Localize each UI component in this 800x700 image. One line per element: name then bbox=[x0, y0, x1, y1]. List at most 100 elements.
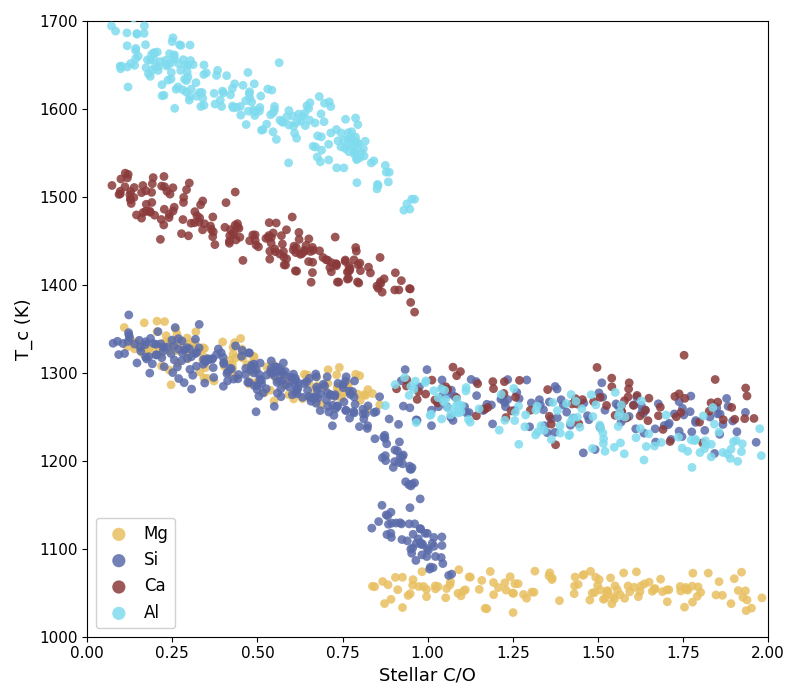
Si bbox=[278, 369, 290, 380]
Si bbox=[331, 378, 344, 389]
Si bbox=[551, 412, 564, 423]
Si bbox=[290, 388, 303, 399]
Si bbox=[157, 342, 170, 353]
Mg bbox=[691, 591, 704, 602]
Mg bbox=[478, 603, 491, 614]
Si bbox=[690, 415, 702, 426]
Si bbox=[406, 528, 419, 540]
Si bbox=[292, 377, 305, 388]
Al bbox=[243, 92, 256, 104]
Ca bbox=[389, 267, 402, 279]
Ca bbox=[233, 223, 246, 234]
Si bbox=[144, 332, 157, 344]
Al bbox=[148, 47, 161, 58]
Al bbox=[248, 78, 261, 90]
Al bbox=[282, 158, 295, 169]
Al bbox=[382, 176, 394, 188]
Mg bbox=[322, 364, 334, 375]
Al bbox=[158, 90, 170, 101]
Mg bbox=[196, 354, 209, 365]
Mg bbox=[322, 377, 334, 388]
Mg bbox=[457, 585, 470, 596]
Si bbox=[486, 419, 499, 430]
Si bbox=[523, 421, 536, 433]
Mg bbox=[154, 342, 166, 353]
Al bbox=[243, 86, 256, 97]
Mg bbox=[242, 379, 255, 390]
Si bbox=[193, 342, 206, 354]
Si bbox=[421, 543, 434, 554]
Mg bbox=[590, 572, 602, 583]
Mg bbox=[716, 589, 729, 601]
Si bbox=[253, 369, 266, 380]
Mg bbox=[623, 586, 636, 597]
Si bbox=[593, 387, 606, 398]
Mg bbox=[167, 335, 180, 346]
Si bbox=[448, 391, 461, 402]
Si bbox=[117, 338, 130, 349]
Al bbox=[713, 426, 726, 438]
Si bbox=[362, 420, 374, 431]
Al bbox=[142, 68, 155, 79]
Mg bbox=[282, 374, 294, 386]
Al bbox=[198, 99, 210, 111]
Al bbox=[494, 389, 507, 400]
Al bbox=[266, 107, 279, 118]
Ca bbox=[280, 224, 293, 235]
Ca bbox=[207, 226, 220, 237]
Al bbox=[149, 61, 162, 72]
Si bbox=[310, 382, 323, 393]
Si bbox=[155, 352, 168, 363]
Ca bbox=[246, 230, 259, 241]
Ca bbox=[287, 244, 300, 256]
Mg bbox=[648, 584, 661, 595]
Al bbox=[331, 135, 344, 146]
Si bbox=[394, 517, 406, 528]
Si bbox=[172, 373, 185, 384]
Al bbox=[554, 420, 566, 431]
Si bbox=[255, 378, 268, 389]
Al bbox=[260, 118, 273, 130]
Si bbox=[349, 399, 362, 410]
Mg bbox=[140, 344, 153, 356]
Si bbox=[150, 339, 162, 350]
Si bbox=[618, 413, 630, 424]
Si bbox=[635, 406, 648, 417]
Mg bbox=[162, 342, 175, 353]
Al bbox=[253, 106, 266, 117]
Si bbox=[158, 361, 170, 372]
Mg bbox=[732, 585, 745, 596]
Ca bbox=[290, 247, 302, 258]
Mg bbox=[481, 603, 494, 615]
Ca bbox=[487, 383, 500, 394]
Si bbox=[462, 407, 475, 418]
Si bbox=[318, 380, 331, 391]
Al bbox=[162, 74, 174, 85]
Ca bbox=[711, 396, 724, 407]
Mg bbox=[464, 571, 477, 582]
Al bbox=[200, 67, 213, 78]
Ca bbox=[114, 188, 126, 199]
Ca bbox=[439, 382, 452, 393]
Al bbox=[358, 150, 370, 162]
Si bbox=[426, 538, 438, 549]
Mg bbox=[374, 399, 386, 410]
Ca bbox=[135, 213, 148, 224]
Si bbox=[271, 366, 284, 377]
Ca bbox=[243, 235, 256, 246]
Mg bbox=[382, 579, 394, 590]
Ca bbox=[166, 182, 179, 193]
Si bbox=[310, 371, 322, 382]
Si bbox=[412, 533, 425, 545]
Ca bbox=[403, 283, 416, 294]
Si bbox=[222, 375, 234, 386]
Si bbox=[366, 522, 378, 533]
Si bbox=[395, 534, 408, 545]
Si bbox=[227, 374, 240, 385]
Si bbox=[340, 371, 353, 382]
Mg bbox=[661, 596, 674, 608]
Mg bbox=[432, 581, 445, 592]
Al bbox=[755, 450, 768, 461]
Ca bbox=[267, 228, 280, 239]
Ca bbox=[352, 277, 365, 288]
